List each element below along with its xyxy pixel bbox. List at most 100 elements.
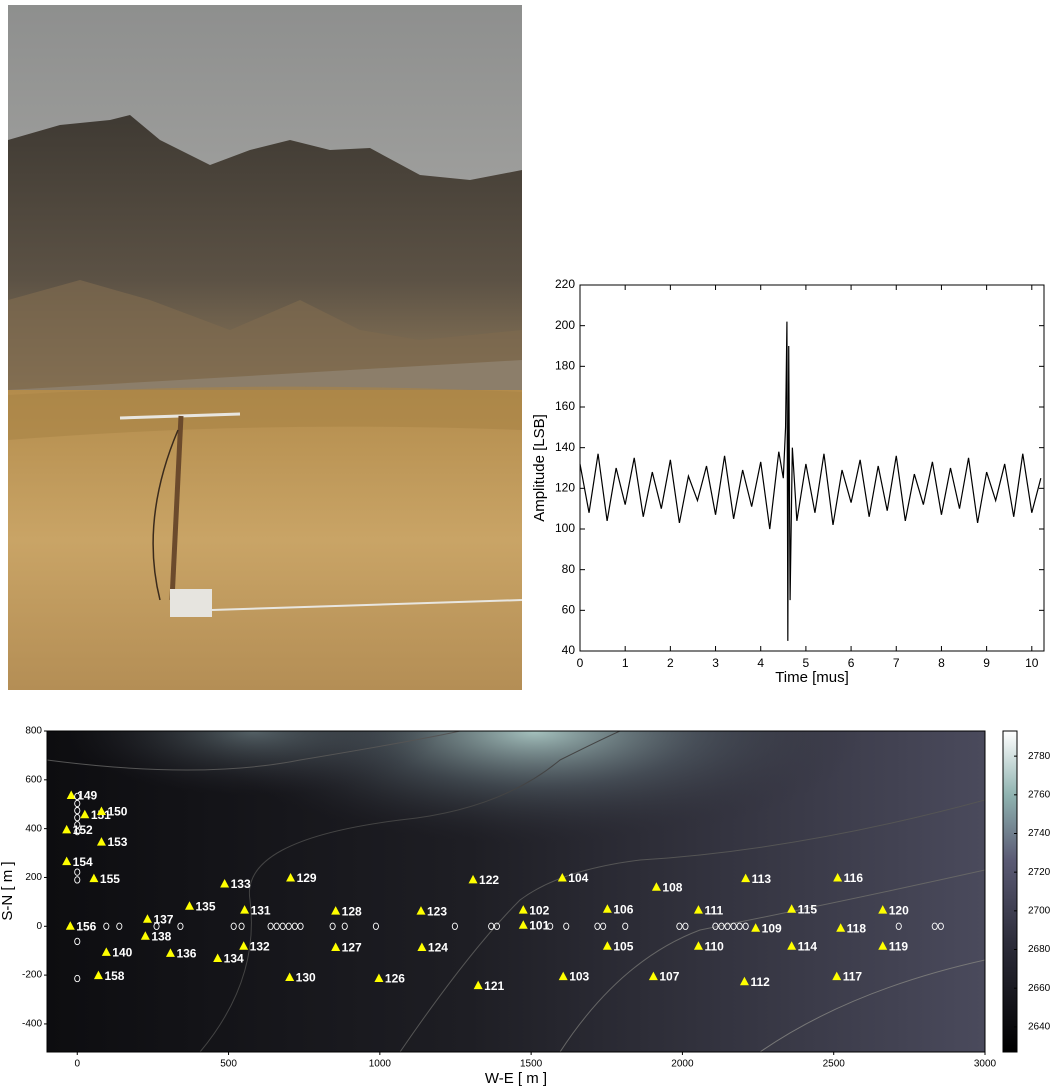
station-marker xyxy=(676,922,683,930)
antenna-label: 131 xyxy=(251,903,271,917)
antenna-marker xyxy=(787,941,797,950)
antenna-marker xyxy=(557,872,567,882)
antenna-label: 122 xyxy=(479,873,499,887)
y-tick-label: 180 xyxy=(555,359,575,373)
station-marker xyxy=(74,868,81,876)
antenna-label: 127 xyxy=(342,941,362,955)
antenna-label: 134 xyxy=(224,952,244,966)
antenna-marker xyxy=(473,980,483,990)
station-marker xyxy=(230,922,237,930)
antenna-label: 117 xyxy=(843,970,863,984)
x-tick-label: 1500 xyxy=(520,1059,543,1070)
antenna-label: 124 xyxy=(428,941,448,955)
colorbar-tick-label: 2700 xyxy=(1028,905,1050,916)
antenna-marker xyxy=(93,970,103,980)
y-tick-label: 0 xyxy=(36,921,42,932)
antenna-marker xyxy=(96,837,106,846)
station-marker xyxy=(267,922,274,930)
x-tick-label: 1 xyxy=(622,656,629,670)
antenna-marker xyxy=(836,923,846,932)
colorbar-tick-label: 2720 xyxy=(1028,867,1050,878)
x-tick-label: 1000 xyxy=(369,1059,392,1070)
y-tick-label: 800 xyxy=(25,726,42,737)
antenna-label: 132 xyxy=(250,939,270,953)
antenna-marker xyxy=(66,790,76,799)
antenna-label: 126 xyxy=(385,972,405,986)
x-tick-label: 3 xyxy=(712,656,719,670)
station-marker xyxy=(712,922,719,930)
station-marker xyxy=(103,922,110,930)
x-tick-label: 4 xyxy=(757,656,764,670)
station-marker xyxy=(74,799,81,808)
station-marker xyxy=(291,922,298,930)
x-tick-label: 0 xyxy=(74,1059,80,1070)
antenna-marker xyxy=(693,941,703,950)
station-marker xyxy=(742,922,749,930)
antenna-marker xyxy=(518,920,528,929)
station-marker xyxy=(718,922,725,930)
station-marker xyxy=(329,922,336,930)
antenna-marker xyxy=(80,809,90,819)
antenna-marker xyxy=(142,914,152,923)
y-tick-label: -200 xyxy=(22,970,42,981)
station-marker xyxy=(493,922,500,930)
x-tick-label: 7 xyxy=(893,656,900,670)
antenna-label: 158 xyxy=(104,969,124,983)
antenna-label: 115 xyxy=(798,902,818,916)
antenna-label: 155 xyxy=(100,872,120,886)
station-marker xyxy=(153,922,160,930)
colorbar-tick-label: 2660 xyxy=(1028,983,1050,994)
antenna-label: 108 xyxy=(662,880,682,894)
x-tick-label: 5 xyxy=(803,656,810,670)
antenna-marker xyxy=(331,906,341,915)
antenna-marker xyxy=(65,921,75,930)
elevation-background xyxy=(47,731,985,1052)
antenna-marker xyxy=(165,948,175,957)
y-tick-label: 100 xyxy=(555,521,575,535)
antenna-marker xyxy=(751,923,761,932)
x-tick-label: 3000 xyxy=(974,1059,997,1070)
station-marker xyxy=(736,922,743,930)
antenna-label: 116 xyxy=(844,871,864,885)
x-axis-label: Time [mus] xyxy=(775,669,849,686)
station-marker xyxy=(600,922,607,930)
station-marker xyxy=(895,922,902,930)
antenna-marker xyxy=(220,879,230,888)
antenna-marker xyxy=(239,941,249,950)
x-tick-label: 0 xyxy=(577,656,584,670)
station-marker xyxy=(297,922,304,930)
y-tick-label: 160 xyxy=(555,399,575,413)
station-marker xyxy=(372,922,379,930)
antenna-marker xyxy=(832,971,842,981)
antenna-label: 150 xyxy=(107,805,127,819)
x-tick-label: 500 xyxy=(220,1059,237,1070)
antenna-marker xyxy=(62,856,72,866)
antenna-marker xyxy=(468,874,478,884)
x-tick-label: 6 xyxy=(848,656,855,670)
antenna-label: 113 xyxy=(752,872,772,886)
station-marker xyxy=(74,876,81,884)
antenna-marker xyxy=(213,953,223,963)
y-tick-label: 200 xyxy=(555,318,575,332)
y-tick-label: 220 xyxy=(555,277,575,291)
antenna-label: 114 xyxy=(798,939,818,953)
antenna-label: 140 xyxy=(112,946,132,960)
station-marker xyxy=(724,922,731,930)
y-tick-label: 120 xyxy=(555,481,575,495)
y-tick-label: 600 xyxy=(25,774,42,785)
antenna-label: 135 xyxy=(196,899,216,913)
antenna-marker xyxy=(89,873,99,883)
antenna-label: 112 xyxy=(750,975,770,989)
station-marker xyxy=(177,922,184,930)
station-marker xyxy=(937,922,944,930)
antenna-label: 102 xyxy=(529,903,549,917)
x-tick-label: 2000 xyxy=(671,1059,694,1070)
colorbar xyxy=(1002,730,1018,1053)
station-marker xyxy=(116,922,123,930)
antenna-marker xyxy=(96,806,106,816)
antenna-label: 136 xyxy=(176,947,196,961)
antenna-label: 130 xyxy=(296,971,316,985)
antenna-marker xyxy=(417,942,427,952)
antenna-label: 107 xyxy=(659,970,679,984)
